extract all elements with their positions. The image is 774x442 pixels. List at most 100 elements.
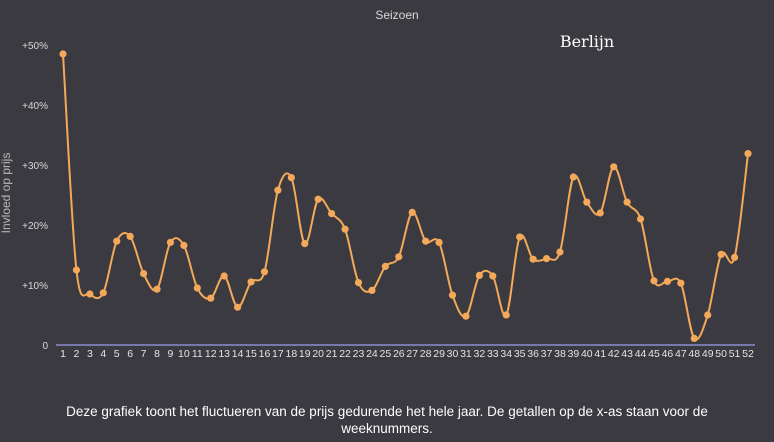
data-point (274, 186, 282, 194)
x-tick-label: 5 (114, 348, 120, 360)
x-tick-label: 23 (353, 348, 365, 360)
data-point (166, 238, 175, 246)
data-point (422, 237, 430, 245)
data-point (86, 290, 94, 298)
x-tick-label: 10 (178, 348, 190, 360)
seasonal-price-chart: Seizoen Berlijn Invloed op prijs 0 +10% +2… (0, 8, 755, 360)
data-point (180, 241, 188, 249)
data-point (113, 237, 121, 245)
caption-line-1: Deze grafiek toont het fluctueren van de… (66, 404, 708, 419)
chart-caption: Deze grafiek toont het fluctueren van de… (0, 403, 774, 437)
x-tick-label: 31 (460, 348, 472, 360)
data-point (328, 210, 336, 218)
data-point (610, 163, 618, 171)
data-point (663, 277, 672, 285)
x-tick-label: 38 (554, 348, 566, 360)
data-point (636, 215, 645, 223)
data-point (301, 240, 309, 248)
x-tick-label: 30 (447, 348, 459, 360)
x-tick-label: 1 (60, 348, 66, 360)
x-tick-label: 21 (326, 348, 338, 360)
x-tick-label: 9 (168, 348, 174, 360)
x-tick-label: 35 (514, 348, 526, 360)
x-tick-label: 40 (581, 348, 593, 360)
chart-title: Seizoen (375, 8, 418, 22)
x-tick-label: 18 (285, 348, 297, 360)
x-tick-label: 33 (487, 348, 499, 360)
x-tick-label: 51 (729, 348, 741, 360)
data-point (542, 255, 551, 263)
data-point (381, 262, 389, 270)
x-tick-label: 28 (420, 348, 432, 360)
x-tick-label: 25 (380, 348, 392, 360)
y-tick-label: +20% (22, 221, 48, 232)
data-point (448, 291, 457, 299)
data-point (59, 50, 67, 58)
data-point (139, 270, 148, 278)
caption-line-2: weeknummers. (341, 421, 433, 436)
data-point (368, 286, 376, 294)
x-tick-label: 42 (608, 348, 620, 360)
x-tick-label: 19 (299, 348, 311, 360)
x-tick-label: 46 (662, 348, 674, 360)
data-point (395, 253, 403, 261)
data-point (489, 272, 497, 280)
data-point (341, 225, 349, 233)
x-tick-label: 16 (259, 348, 271, 360)
x-tick-label: 44 (635, 348, 647, 360)
y-tick-label: +40% (22, 101, 48, 112)
data-point (193, 284, 201, 292)
data-point (744, 150, 752, 158)
x-tick-label: 41 (594, 348, 606, 360)
data-point (354, 279, 363, 287)
data-point (462, 312, 470, 320)
data-point (623, 198, 631, 206)
data-point (207, 294, 215, 302)
x-tick-label: 20 (312, 348, 324, 360)
x-tick-label: 26 (393, 348, 405, 360)
data-point (717, 250, 725, 258)
data-point (516, 233, 524, 241)
data-point (556, 248, 564, 256)
x-tick-label: 49 (702, 348, 714, 360)
x-tick-label: 6 (127, 348, 133, 360)
data-point (677, 279, 685, 287)
data-point (596, 209, 604, 217)
data-point (690, 334, 698, 342)
data-point (435, 238, 443, 246)
x-tick-label: 12 (205, 348, 217, 360)
x-tick-label: 3 (87, 348, 93, 360)
y-axis-label: Invloed op prijs (0, 153, 13, 234)
x-tick-label: 22 (339, 348, 351, 360)
data-point (220, 272, 228, 280)
x-tick-label: 27 (406, 348, 418, 360)
x-tick-label: 52 (742, 348, 754, 360)
x-tick-label: 11 (192, 348, 203, 360)
x-tick-label: 45 (648, 348, 660, 360)
data-point (475, 271, 483, 279)
x-tick-label: 17 (272, 348, 284, 360)
x-tick-label: 8 (154, 348, 160, 360)
data-point (730, 253, 739, 261)
data-point (650, 277, 658, 285)
x-tick-label: 15 (245, 348, 257, 360)
x-tick-label: 2 (74, 348, 80, 360)
x-tick-label: 7 (141, 348, 147, 360)
data-point (72, 266, 81, 274)
y-tick-label: 0 (42, 341, 48, 352)
x-tick-label: 37 (541, 348, 553, 360)
data-point (126, 232, 134, 240)
data-point (502, 311, 510, 319)
data-point (234, 303, 242, 311)
series-line (62, 53, 749, 341)
data-point (408, 208, 416, 216)
x-tick-label: 36 (527, 348, 539, 360)
y-tick-label: +10% (22, 281, 48, 292)
data-point (704, 311, 712, 319)
x-tick-label: 14 (232, 348, 244, 360)
x-tick-label: 24 (366, 348, 378, 360)
data-point (314, 195, 322, 203)
data-point (260, 268, 269, 276)
data-point (99, 289, 107, 297)
y-axis-ticks: 0 +10% +20% +30% +40% +50% (22, 41, 48, 352)
